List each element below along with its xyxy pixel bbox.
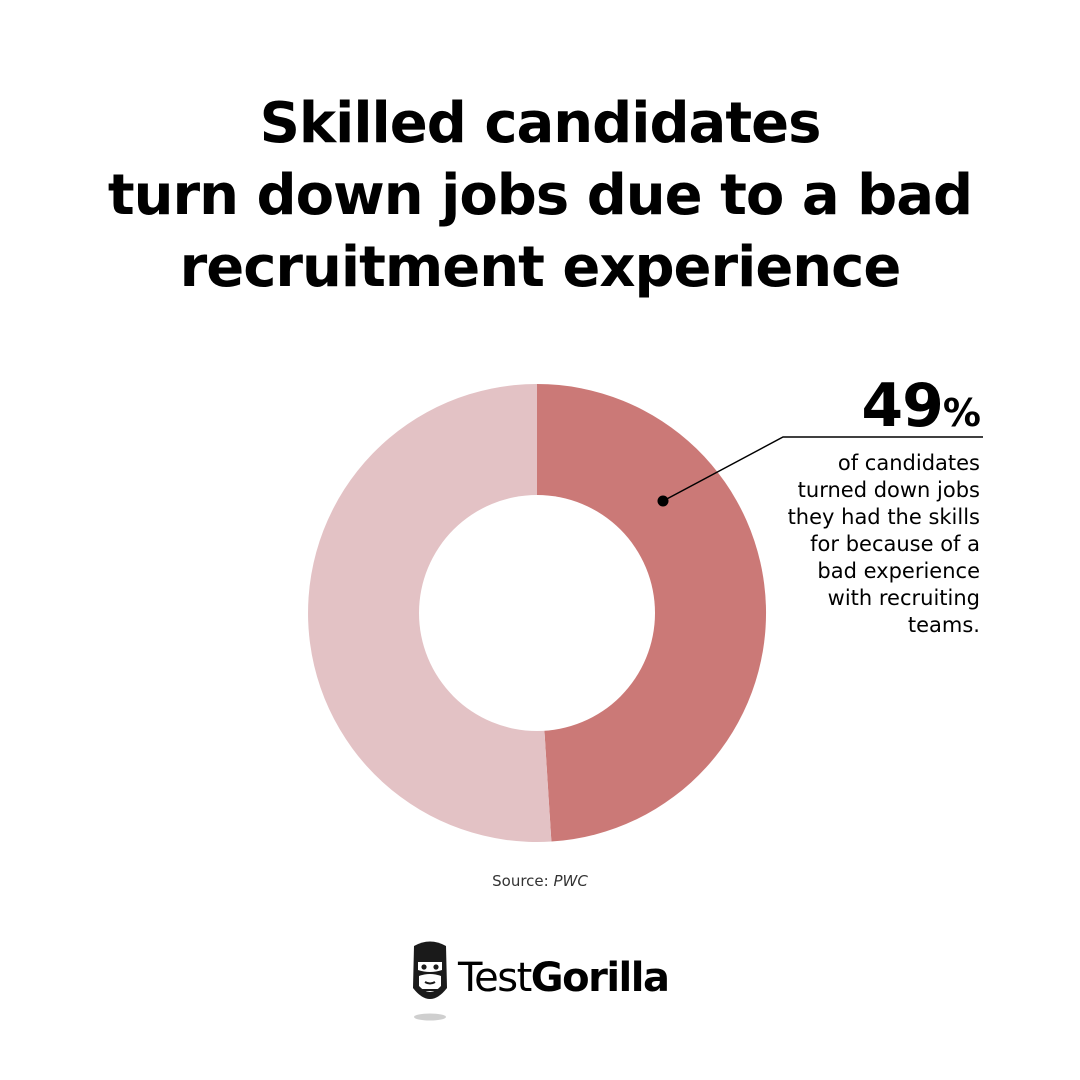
callout-line-4: for because of a bbox=[810, 532, 980, 556]
callout-line-7: teams. bbox=[907, 613, 980, 637]
callout-description: of candidates turned down jobs they had … bbox=[720, 450, 980, 639]
callout-line-2: turned down jobs bbox=[797, 478, 980, 502]
callout-line-5: bad experience bbox=[817, 559, 980, 583]
chart-title: Skilled candidates turn down jobs due to… bbox=[0, 88, 1080, 304]
callout-line-1: of candidates bbox=[837, 451, 980, 475]
source-name: PWC bbox=[553, 872, 588, 890]
brand-name-regular: Test bbox=[458, 955, 532, 1001]
callout-line-6: with recruiting bbox=[827, 586, 980, 610]
title-line-1: Skilled candidates bbox=[259, 91, 822, 156]
title-line-3: recruitment experience bbox=[179, 235, 902, 300]
source-note: Source: PWC bbox=[0, 872, 1080, 890]
callout-leader-line bbox=[662, 436, 983, 502]
brand-logo: TestGorilla bbox=[408, 938, 678, 1024]
callout-percentage-unit: % bbox=[942, 391, 981, 435]
source-label: Source: bbox=[492, 872, 549, 890]
callout-percentage-number: 49 bbox=[861, 371, 943, 441]
brand-name-bold: Gorilla bbox=[530, 955, 670, 1001]
title-line-2: turn down jobs due to a bad bbox=[107, 163, 973, 228]
gorilla-head-icon bbox=[413, 941, 447, 1021]
callout-percentage: 49% bbox=[861, 371, 981, 447]
brand-wordmark: TestGorilla bbox=[458, 952, 670, 1004]
callout-leader-dot bbox=[657, 495, 669, 507]
donut-hole bbox=[419, 495, 655, 731]
callout-line-3: they had the skills bbox=[787, 505, 980, 529]
